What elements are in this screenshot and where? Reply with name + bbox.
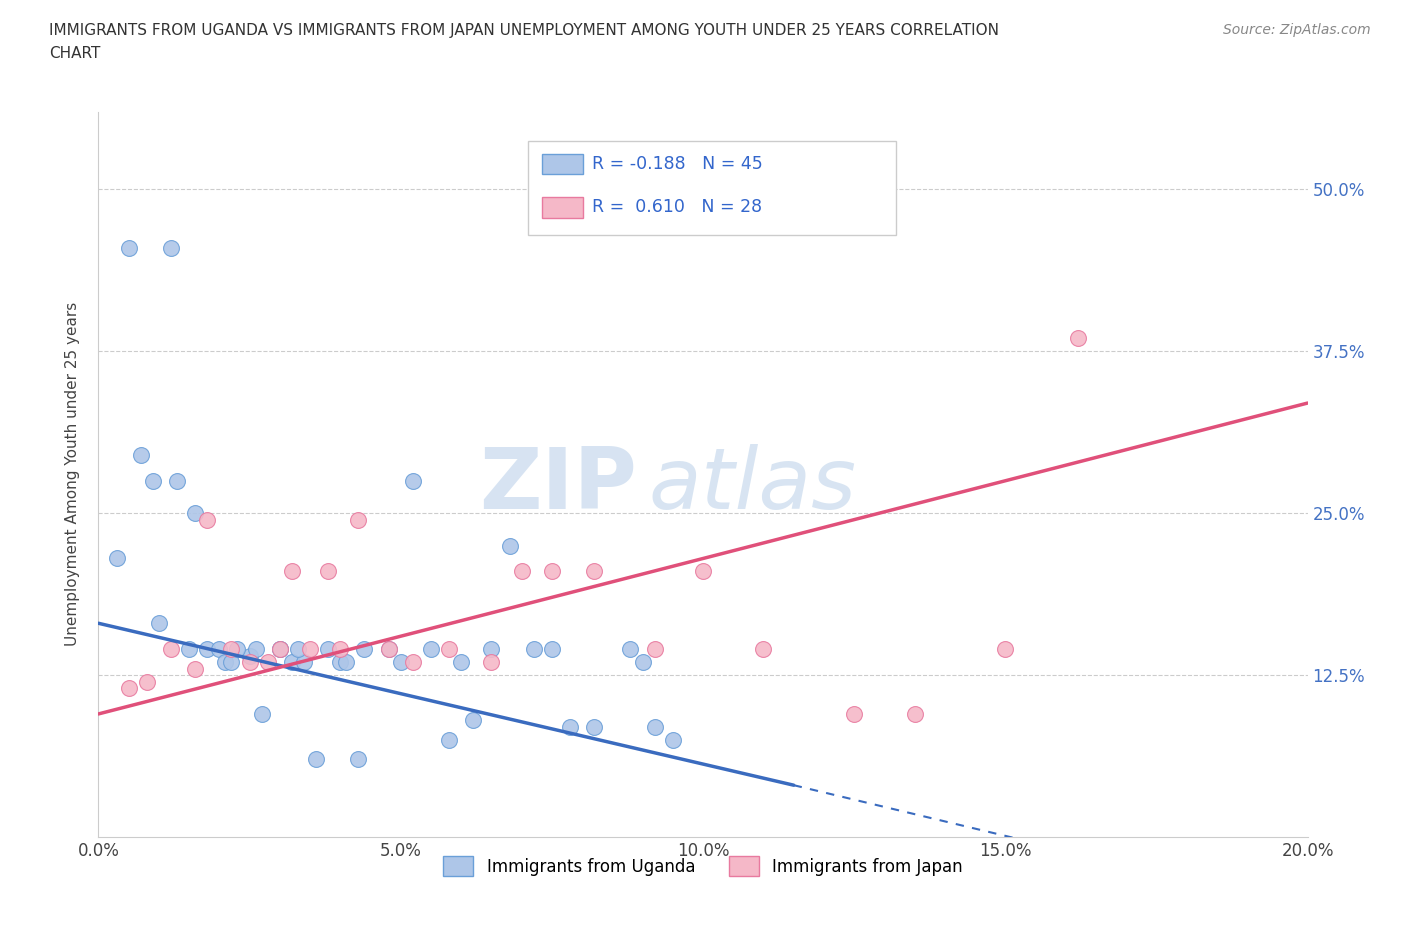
Point [377, 642, 399, 657]
Point [463, 713, 485, 728]
Point [844, 707, 866, 722]
Text: atlas: atlas [648, 444, 856, 526]
Point [281, 655, 304, 670]
Point [994, 642, 1017, 657]
Text: CHART: CHART [49, 46, 101, 61]
Point [437, 642, 460, 657]
Text: IMMIGRANTS FROM UGANDA VS IMMIGRANTS FROM JAPAN UNEMPLOYMENT AMONG YOUTH UNDER 2: IMMIGRANTS FROM UGANDA VS IMMIGRANTS FRO… [49, 23, 1000, 38]
Point [347, 512, 370, 527]
Point [305, 751, 328, 766]
FancyBboxPatch shape [527, 140, 897, 235]
Point [558, 720, 581, 735]
Point [540, 642, 562, 657]
Point [221, 655, 243, 670]
Point [335, 655, 357, 670]
Point [437, 733, 460, 748]
Point [329, 642, 352, 657]
Point [166, 473, 188, 488]
Point [420, 642, 443, 657]
Point [377, 642, 399, 657]
Point [135, 674, 157, 689]
Text: R = -0.188   N = 45: R = -0.188 N = 45 [592, 154, 762, 173]
Point [752, 642, 775, 657]
Point [281, 564, 304, 578]
Point [129, 447, 152, 462]
FancyBboxPatch shape [543, 197, 583, 218]
Point [619, 642, 641, 657]
Point [269, 642, 291, 657]
Point [160, 240, 183, 255]
Point [118, 240, 141, 255]
Point [184, 506, 207, 521]
Point [389, 655, 412, 670]
Legend: Immigrants from Uganda, Immigrants from Japan: Immigrants from Uganda, Immigrants from … [437, 849, 969, 884]
Point [287, 642, 309, 657]
Point [292, 655, 315, 670]
Point [692, 564, 714, 578]
Point [498, 538, 520, 553]
Point [239, 648, 262, 663]
Point [904, 707, 927, 722]
Point [142, 473, 165, 488]
Point [245, 642, 267, 657]
Point [1067, 331, 1090, 346]
Point [184, 661, 207, 676]
Point [644, 720, 666, 735]
Point [523, 642, 546, 657]
Point [221, 642, 243, 657]
Point [239, 655, 262, 670]
Point [195, 642, 218, 657]
Text: R =  0.610   N = 28: R = 0.610 N = 28 [592, 198, 762, 217]
Point [631, 655, 654, 670]
Point [402, 473, 425, 488]
Point [195, 512, 218, 527]
Point [179, 642, 201, 657]
Point [644, 642, 666, 657]
Point [481, 642, 503, 657]
Point [118, 681, 141, 696]
Point [450, 655, 472, 670]
FancyBboxPatch shape [543, 153, 583, 174]
Point [583, 720, 606, 735]
Point [160, 642, 183, 657]
Point [148, 616, 170, 631]
Point [208, 642, 231, 657]
Point [269, 642, 291, 657]
Point [481, 655, 503, 670]
Point [402, 655, 425, 670]
Point [510, 564, 533, 578]
Text: ZIP: ZIP [479, 444, 637, 526]
Point [214, 655, 236, 670]
Point [661, 733, 683, 748]
Point [583, 564, 606, 578]
Point [540, 564, 562, 578]
Point [329, 655, 352, 670]
Point [269, 642, 291, 657]
Y-axis label: Unemployment Among Youth under 25 years: Unemployment Among Youth under 25 years [65, 302, 80, 646]
Point [316, 642, 339, 657]
Point [250, 707, 273, 722]
Point [316, 564, 339, 578]
Point [299, 642, 322, 657]
Point [105, 551, 128, 566]
Point [226, 642, 249, 657]
Point [256, 655, 278, 670]
Text: Source: ZipAtlas.com: Source: ZipAtlas.com [1223, 23, 1371, 37]
Point [353, 642, 375, 657]
Point [347, 751, 370, 766]
